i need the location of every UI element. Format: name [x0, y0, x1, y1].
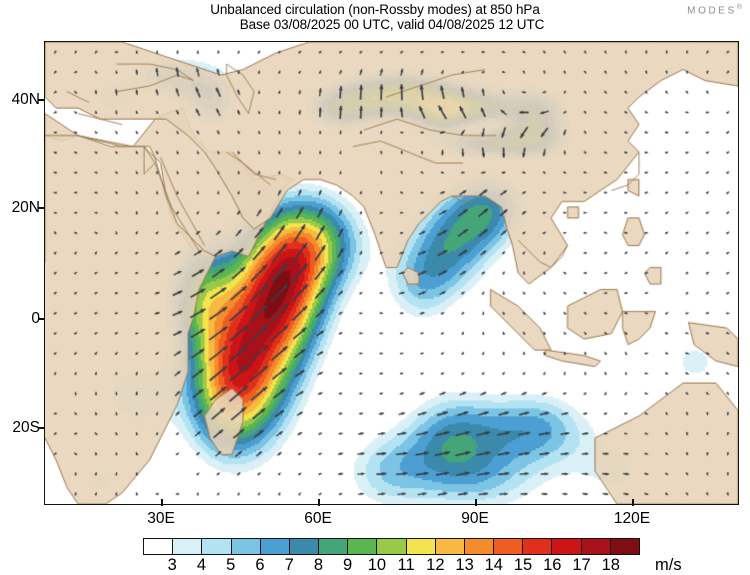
- map-plot-area: [44, 41, 739, 505]
- ylabel-0: 0: [31, 310, 40, 327]
- colorbar-label-6: 6: [255, 556, 265, 574]
- colorbar-label-13: 13: [455, 556, 474, 574]
- colorbar-cell-2: [202, 539, 232, 554]
- colorbar-cell-8: [377, 539, 407, 554]
- colorbar-label-17: 17: [572, 556, 591, 574]
- colorbar-cell-11: [464, 539, 495, 554]
- colorbar-units: m/s: [655, 556, 682, 574]
- modes-logo: MODES®: [687, 4, 742, 16]
- colorbar-cell-1: [173, 539, 203, 554]
- colorbar-cell-7: [348, 539, 378, 554]
- colorbar-cell-4: [260, 539, 290, 554]
- colorbar: [143, 538, 640, 555]
- xlabel-60e: 60E: [304, 510, 332, 527]
- chart-title-block: Unbalanced circulation (non-Rossby modes…: [0, 2, 750, 32]
- colorbar-label-12: 12: [426, 556, 445, 574]
- colorbar-cell-16: [610, 539, 639, 554]
- colorbar-cell-13: [523, 539, 553, 554]
- ylabel-40n: 40N: [11, 91, 40, 108]
- colorbar-cell-6: [319, 539, 349, 554]
- colorbar-label-15: 15: [513, 556, 533, 574]
- colorbar-swatches: [143, 538, 640, 555]
- colorbar-label-9: 9: [343, 556, 353, 574]
- colorbar-label-3: 3: [167, 556, 177, 574]
- xlabel-30e: 30E: [147, 510, 175, 527]
- chart-subtitle: Base 03/08/2025 00 UTC, valid 04/08/2025…: [239, 17, 545, 32]
- ytick-0: [38, 318, 45, 320]
- ylabel-20n: 20N: [11, 199, 40, 216]
- ytick-20n: [38, 207, 45, 209]
- chart-title: Unbalanced circulation (non-Rossby modes…: [210, 2, 540, 17]
- colorbar-label-7: 7: [284, 556, 294, 574]
- ytick-40n: [38, 99, 45, 101]
- xtick-90e: [475, 499, 477, 506]
- colorbar-label-14: 14: [484, 556, 503, 574]
- ylabel-20s: 20S: [12, 419, 40, 436]
- colorbar-label-10: 10: [367, 556, 387, 574]
- colorbar-cell-15: [581, 539, 611, 554]
- colorbar-label-16: 16: [543, 556, 562, 574]
- xlabel-120e: 120E: [613, 510, 651, 527]
- colorbar-label-5: 5: [226, 556, 236, 574]
- colorbar-cell-9: [406, 539, 436, 554]
- colorbar-label-11: 11: [397, 556, 415, 574]
- colorbar-cell-10: [435, 539, 465, 554]
- colorbar-cell-3: [231, 539, 261, 554]
- colorbar-cell-12: [494, 539, 524, 554]
- colorbar-label-4: 4: [196, 556, 207, 574]
- modes-logo-text: MODES: [687, 5, 737, 17]
- colorbar-label-8: 8: [313, 556, 323, 574]
- registered-mark: ®: [736, 4, 742, 11]
- colorbar-cell-0: [144, 539, 174, 554]
- colorbar-cell-5: [289, 539, 320, 554]
- xtick-30e: [161, 499, 163, 506]
- xtick-60e: [318, 499, 320, 506]
- xlabel-90e: 90E: [461, 510, 489, 527]
- ytick-20s: [38, 427, 45, 429]
- xtick-120e: [632, 499, 634, 506]
- colorbar-label-18: 18: [601, 556, 620, 574]
- wind-field-map: [45, 42, 738, 504]
- colorbar-cell-14: [552, 539, 582, 554]
